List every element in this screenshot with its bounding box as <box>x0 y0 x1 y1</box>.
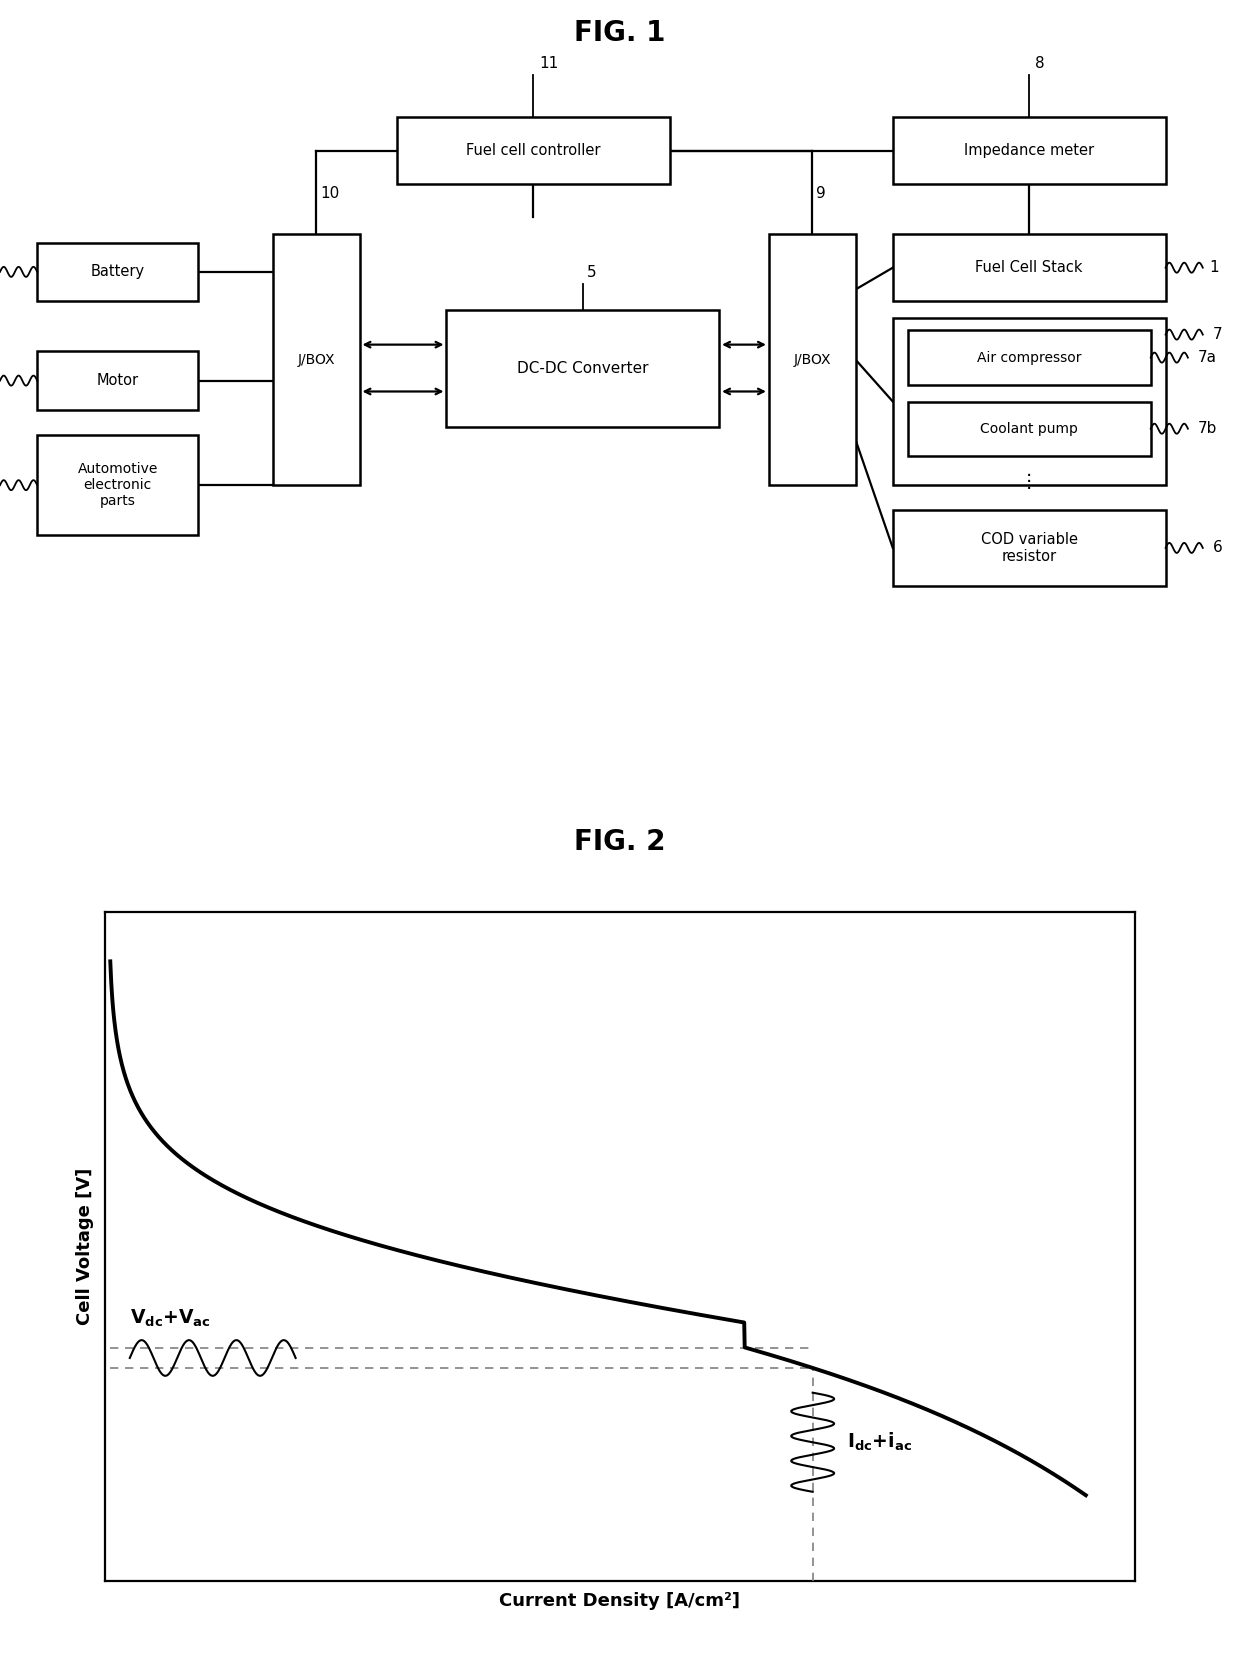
Bar <box>37 351 198 410</box>
Text: COD variable
resistor: COD variable resistor <box>981 532 1078 564</box>
Text: 1: 1 <box>1209 261 1219 274</box>
Text: 10: 10 <box>320 186 340 201</box>
Text: 6: 6 <box>1213 540 1223 555</box>
Bar <box>893 510 1166 586</box>
Text: Automotive
electronic
parts: Automotive electronic parts <box>78 462 157 509</box>
Text: Battery: Battery <box>91 264 145 279</box>
Text: FIG. 2: FIG. 2 <box>574 828 666 855</box>
Text: J/BOX: J/BOX <box>298 353 335 366</box>
Bar <box>446 310 719 427</box>
Text: 8: 8 <box>1035 57 1045 72</box>
Bar <box>908 402 1151 455</box>
Text: Fuel cell controller: Fuel cell controller <box>466 144 600 157</box>
Text: $\mathbf{V_{dc}}$$\mathbf{+ V_{ac}}$: $\mathbf{V_{dc}}$$\mathbf{+ V_{ac}}$ <box>130 1308 211 1330</box>
Text: .: . <box>1025 460 1033 480</box>
Bar <box>273 234 360 485</box>
Text: Impedance meter: Impedance meter <box>965 144 1094 157</box>
Bar <box>908 331 1151 385</box>
Bar <box>397 117 670 184</box>
Text: Motor: Motor <box>97 373 139 388</box>
Text: .: . <box>1025 473 1033 494</box>
Bar <box>37 435 198 535</box>
Text: FIG. 1: FIG. 1 <box>574 20 666 47</box>
Text: Fuel Cell Stack: Fuel Cell Stack <box>976 261 1083 274</box>
Text: 7b: 7b <box>1198 422 1218 437</box>
Bar <box>893 318 1166 485</box>
Text: 7a: 7a <box>1198 350 1216 365</box>
Bar <box>893 234 1166 301</box>
Bar <box>769 234 856 485</box>
Bar <box>37 243 198 301</box>
Text: 5: 5 <box>587 266 596 281</box>
Text: 7: 7 <box>1213 328 1223 341</box>
Text: 9: 9 <box>816 186 826 201</box>
Text: $\mathbf{I_{dc}}$$\mathbf{+ i_{ac}}$: $\mathbf{I_{dc}}$$\mathbf{+ i_{ac}}$ <box>847 1430 911 1454</box>
Text: Coolant pump: Coolant pump <box>981 422 1078 435</box>
Text: Air compressor: Air compressor <box>977 351 1081 365</box>
Text: 11: 11 <box>539 57 559 72</box>
Text: .: . <box>1025 467 1033 487</box>
Text: J/BOX: J/BOX <box>794 353 831 366</box>
Text: DC-DC Converter: DC-DC Converter <box>517 361 649 375</box>
X-axis label: Current Density [A/cm²]: Current Density [A/cm²] <box>500 1593 740 1609</box>
Bar <box>893 117 1166 184</box>
Y-axis label: Cell Voltage [V]: Cell Voltage [V] <box>77 1168 94 1325</box>
